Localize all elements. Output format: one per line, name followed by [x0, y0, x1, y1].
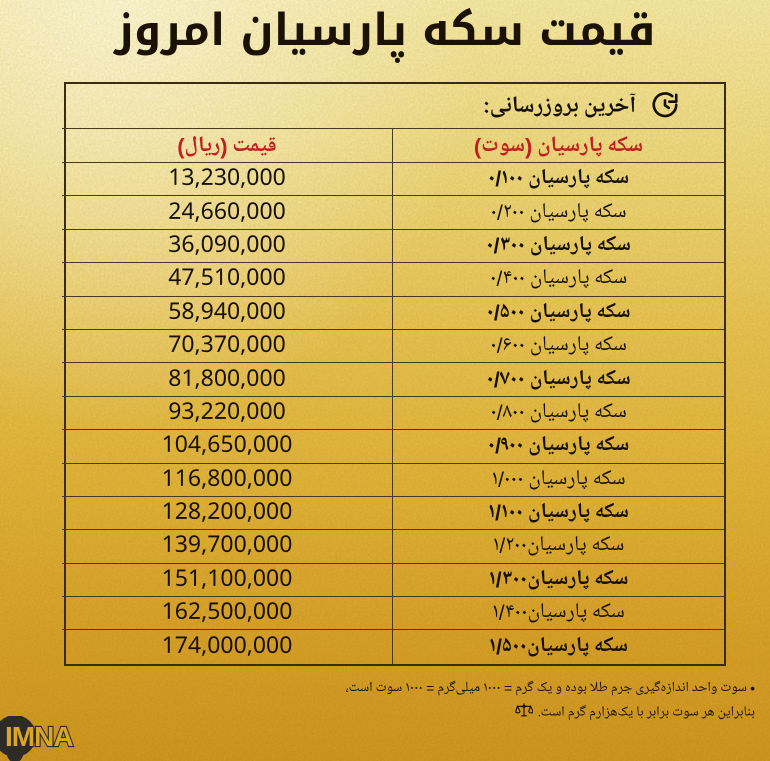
svg-text:IMNA: IMNA: [5, 721, 73, 752]
